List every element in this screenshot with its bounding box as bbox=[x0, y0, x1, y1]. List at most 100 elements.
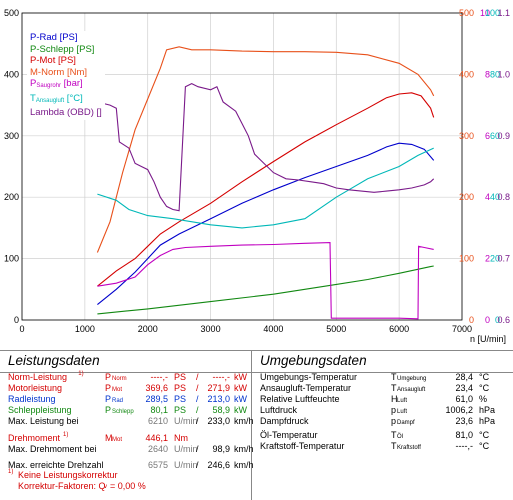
legend-item: P-Mot [PS] bbox=[30, 55, 76, 66]
y-tick-label: 0 bbox=[14, 315, 19, 325]
row-label: Relative Luftfeuchte bbox=[260, 394, 340, 404]
row-label: Umgebungs-Temperatur bbox=[260, 372, 358, 382]
umgebung-row: Kraftstoff-Temperatur T Kraftstoff ----,- °C bbox=[260, 441, 510, 452]
x-tick-label: 7000 bbox=[452, 324, 472, 334]
row-value: 81,0 bbox=[455, 430, 473, 440]
row-value-1: 289,5 bbox=[145, 394, 168, 404]
right-axis-tick-label: 0 bbox=[469, 315, 474, 325]
right-axis-tick-label: 1.0 bbox=[497, 69, 510, 79]
row-label: Motorleistung bbox=[8, 383, 63, 393]
x-tick-label: 3000 bbox=[201, 324, 221, 334]
row-label: Schleppleistung bbox=[8, 405, 72, 415]
row-value: 23,6 bbox=[455, 416, 473, 426]
right-axis-tick-label: 0.8 bbox=[497, 192, 510, 202]
footnote-text: Keine Leistungskorrektur bbox=[18, 470, 118, 480]
row-label: Radleistung bbox=[8, 394, 56, 404]
row-symbol: P bbox=[105, 372, 112, 382]
row-symbol: p bbox=[391, 405, 397, 415]
row-unit: °C bbox=[479, 383, 490, 393]
legend-item: P-Rad [PS] bbox=[30, 32, 78, 43]
row-value-2: 213,0 bbox=[207, 394, 230, 404]
umgebungsdaten-title: Umgebungsdaten bbox=[252, 350, 513, 373]
right-axis-tick-label: 500 bbox=[459, 8, 474, 18]
row-symbol-sub: Umgebung bbox=[397, 376, 427, 382]
row-unit-2: km/h bbox=[234, 444, 254, 454]
row-separator: / bbox=[196, 416, 199, 426]
row-value: 23,4 bbox=[455, 383, 473, 393]
leistung-row: Drehmoment 1) M Mot 446,1 Nm bbox=[8, 432, 248, 444]
row-symbol: p bbox=[391, 416, 397, 426]
correction-sub: v bbox=[104, 484, 107, 490]
row-value-1: ----,- bbox=[150, 372, 169, 382]
umgebung-row: Umgebungs-Temperatur T Umgebung 28,4 °C bbox=[260, 372, 510, 383]
chart-series bbox=[96, 46, 435, 320]
row-symbol-sub: Mot bbox=[112, 387, 123, 393]
row-value-2: 98,9 bbox=[212, 444, 230, 454]
right-axis-tick-label: 200 bbox=[459, 192, 474, 202]
umgebung-row: Dampfdruck p Dampf 23,6 hPa bbox=[260, 416, 510, 427]
row-value-2: 271,9 bbox=[207, 383, 230, 393]
row-symbol: T bbox=[391, 372, 397, 382]
row-unit-2: kW bbox=[234, 372, 247, 382]
row-separator: / bbox=[196, 372, 199, 382]
row-value: 28,4 bbox=[455, 372, 473, 382]
row-symbol: M bbox=[105, 433, 113, 443]
row-symbol-sub: Luft bbox=[397, 398, 408, 404]
row-symbol-sub: Luft bbox=[397, 409, 408, 415]
x-tick-label: 2000 bbox=[138, 324, 158, 334]
plot-frame bbox=[21, 12, 463, 321]
row-symbol-sub: Rad bbox=[112, 398, 124, 404]
row-separator: / bbox=[196, 405, 199, 415]
row-symbol-sub: Norm bbox=[112, 376, 127, 382]
row-value-1: 80,1 bbox=[150, 405, 168, 415]
x-tick-label: 4000 bbox=[263, 324, 283, 334]
umgebung-row: Ansaugluft-Temperatur T Ansaugluft 23,4 °C bbox=[260, 383, 510, 394]
right-axis-tick-label: 0.9 bbox=[497, 131, 510, 141]
y-tick-label: 500 bbox=[4, 8, 19, 18]
right-axis-tick-label: 40 bbox=[490, 192, 500, 202]
row-value: ----,- bbox=[455, 441, 474, 451]
row-label: Öl-Temperatur bbox=[260, 430, 318, 440]
row-unit-2: km/h bbox=[234, 460, 254, 470]
row-symbol: P bbox=[105, 383, 112, 393]
right-axis-tick-label: 400 bbox=[459, 69, 474, 79]
umgebung-row: Öl-Temperatur T Öl 81,0 °C bbox=[260, 430, 510, 441]
row-symbol-sub: Dampf bbox=[397, 420, 415, 426]
series-line bbox=[96, 46, 435, 253]
row-unit: °C bbox=[479, 430, 490, 440]
right-axis-tick-label: 300 bbox=[459, 131, 474, 141]
row-label: Max. Leistung bei bbox=[8, 416, 79, 426]
correction-label: Korrektur-Faktoren: Q bbox=[18, 481, 106, 491]
leistung-row: Schleppleistung P Schlepp 80,1 PS / 58,9 kW bbox=[8, 405, 248, 416]
right-axis-tick-label: 100 bbox=[485, 8, 500, 18]
row-symbol-sub: Schlepp bbox=[112, 409, 134, 415]
leistungsdaten-title: Leistungsdaten bbox=[0, 350, 251, 373]
row-value-2: 233,0 bbox=[207, 416, 230, 426]
row-label: Drehmoment bbox=[8, 433, 61, 443]
row-value: 61,0 bbox=[455, 394, 473, 404]
legend-item-sub: Ansaugluft bbox=[35, 97, 65, 104]
chart-axes: 0 1000 2000 3000 4000 5000 6000 700001002003004… bbox=[4, 8, 510, 334]
series-line bbox=[97, 92, 435, 287]
row-unit-1: Nm bbox=[174, 433, 188, 443]
right-axis-tick-label: 4 bbox=[485, 192, 490, 202]
row-symbol-sub: Ansaugluft bbox=[397, 387, 426, 393]
legend-item: P-Schlepp [PS] bbox=[30, 43, 95, 55]
row-unit-1: PS bbox=[174, 405, 187, 415]
row-unit-2: km/h bbox=[234, 416, 254, 426]
row-unit-1: U/min bbox=[174, 416, 198, 426]
row-unit: hPa bbox=[479, 416, 496, 426]
row-unit-1: PS bbox=[174, 383, 187, 393]
row-symbol-sub: Öl bbox=[397, 434, 403, 440]
series-line bbox=[97, 82, 435, 212]
row-symbol: P bbox=[105, 394, 112, 404]
right-axis-tick-label: 0.7 bbox=[497, 254, 510, 264]
row-separator: / bbox=[196, 383, 199, 393]
row-unit: °C bbox=[479, 372, 490, 382]
legend-item: PSaugrohr [bar] bbox=[30, 78, 83, 89]
legend-item: TAnsaugluft [°C] bbox=[30, 92, 83, 104]
row-value-1: 446,1 bbox=[145, 433, 168, 443]
row-unit: °C bbox=[479, 441, 490, 451]
row-value-1: 369,6 bbox=[145, 383, 168, 393]
right-axis-tick-label: 20 bbox=[490, 254, 500, 264]
